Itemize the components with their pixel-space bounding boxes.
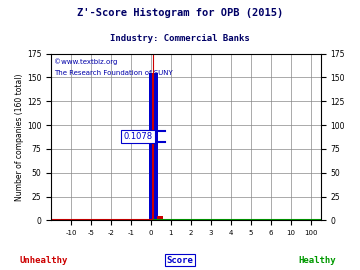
Y-axis label: Number of companies (160 total): Number of companies (160 total) — [15, 73, 24, 201]
Bar — [149, 73, 158, 220]
Text: ©www.textbiz.org: ©www.textbiz.org — [54, 59, 117, 65]
Bar — [157, 216, 163, 220]
Text: 0.1078: 0.1078 — [123, 132, 153, 141]
Text: Healthy: Healthy — [298, 256, 336, 265]
Text: Unhealthy: Unhealthy — [19, 256, 67, 265]
Text: Industry: Commercial Banks: Industry: Commercial Banks — [110, 34, 250, 43]
Text: Z'-Score Histogram for OPB (2015): Z'-Score Histogram for OPB (2015) — [77, 8, 283, 18]
Bar — [152, 73, 154, 220]
Text: Score: Score — [167, 256, 193, 265]
Text: The Research Foundation of SUNY: The Research Foundation of SUNY — [54, 70, 172, 76]
